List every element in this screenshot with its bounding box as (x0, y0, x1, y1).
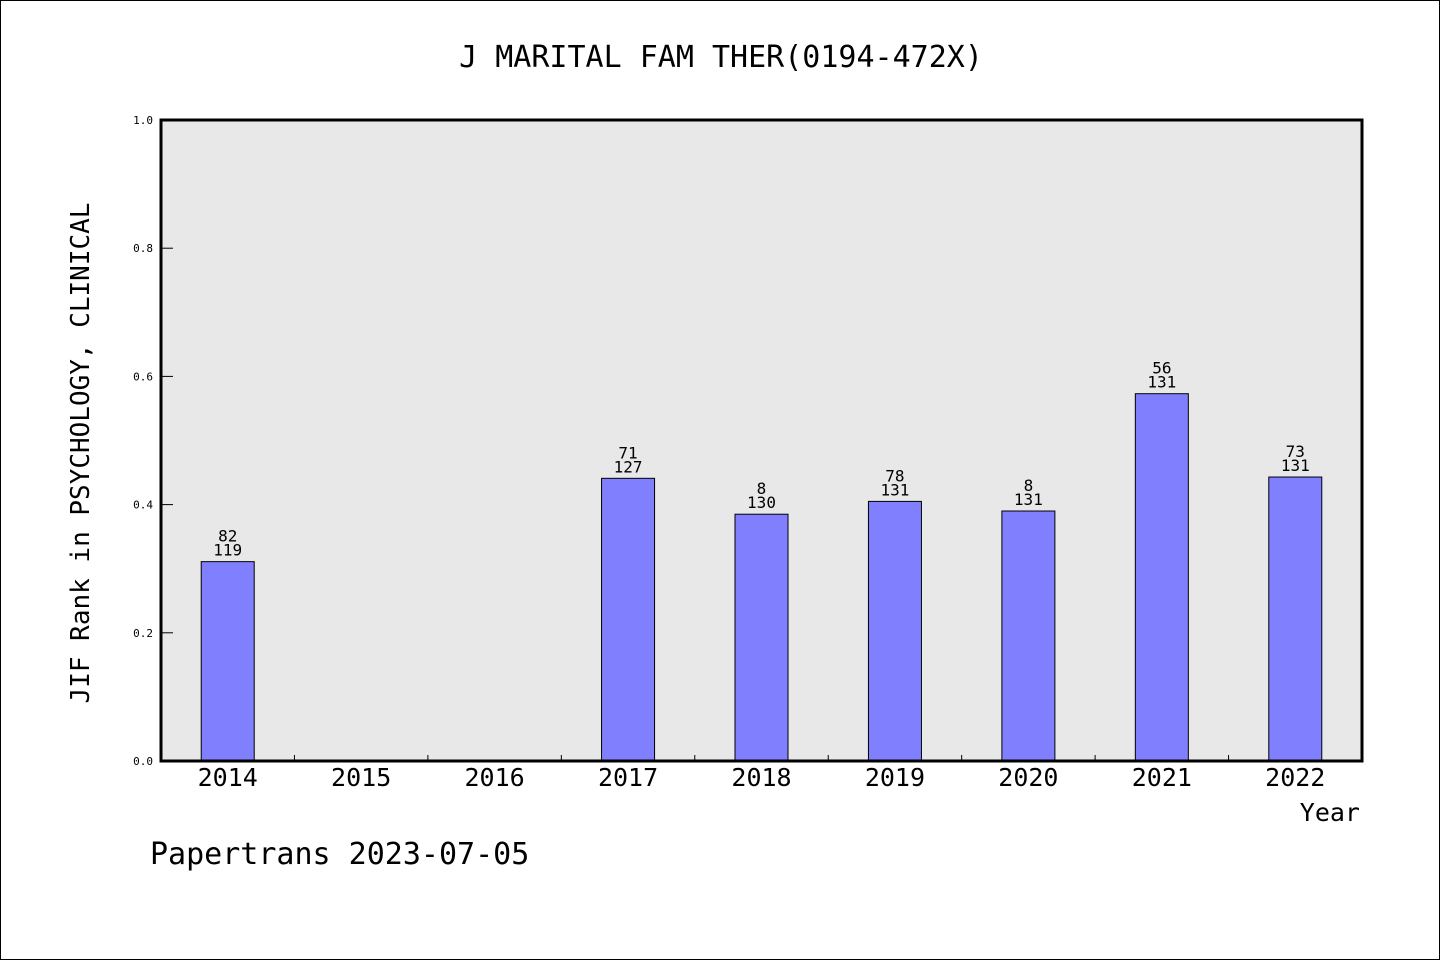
x-tick-label: 2022 (1265, 763, 1325, 792)
y-axis: 0.0 0.2 0.4 0.6 0.8 1.0 (133, 114, 173, 768)
bar-label-total: 131 (1014, 490, 1043, 509)
bar-label-rank: 82 (218, 527, 237, 546)
x-tick-label: 2018 (731, 763, 791, 792)
bar-label-rank: 71 (618, 443, 637, 462)
bar-label-rank: 8 (1024, 476, 1034, 495)
bar-2022 (1268, 476, 1323, 762)
x-tick-label: 2014 (198, 763, 258, 792)
y-tick-label: 1.0 (133, 114, 153, 127)
y-tick-label: 0.2 (133, 627, 153, 640)
bar-2020 (1001, 510, 1056, 762)
y-tick-label: 0.4 (133, 499, 153, 512)
y-tick-label: 0.0 (133, 755, 153, 768)
x-tick-label: 2020 (998, 763, 1058, 792)
bar-label-total: 127 (614, 457, 643, 476)
bar-2021 (1134, 393, 1189, 762)
bars-group (200, 393, 1323, 762)
y-axis-label: JIF Rank in PSYCHOLOGY, CLINICAL (66, 203, 96, 704)
bar-label-total: 131 (880, 480, 909, 499)
bar-label-total: 130 (747, 493, 776, 512)
x-tick-label: 2015 (331, 763, 391, 792)
x-tick-label: 2021 (1132, 763, 1192, 792)
bar-label-total: 131 (1281, 456, 1310, 475)
bar-label-total: 119 (213, 541, 242, 560)
bar-label-rank: 56 (1152, 359, 1171, 378)
y-tick-label: 0.8 (133, 242, 153, 255)
bar-label-rank: 8 (757, 479, 767, 498)
bar-2018 (734, 513, 789, 762)
bar-label-rank: 78 (885, 466, 904, 485)
footer-source-date: Papertrans 2023-07-05 (150, 837, 529, 872)
bar-2019 (867, 500, 922, 762)
chart-title: J MARITAL FAM THER(0194-472X) (459, 40, 983, 75)
x-tick-label: 2016 (465, 763, 525, 792)
bar-2017 (601, 477, 656, 762)
x-tick-label: 2017 (598, 763, 658, 792)
plot-border (159, 118, 1364, 763)
y-tick-label: 0.6 (133, 370, 153, 383)
bar-label-total: 131 (1147, 373, 1176, 392)
x-axis: 2014 2015 2016 2017 2018 2019 2020 2021 2022 (198, 755, 1325, 792)
bar-2014 (200, 561, 255, 762)
bar-label-rank: 73 (1286, 442, 1305, 461)
x-tick-label: 2019 (865, 763, 925, 792)
x-axis-label: Year (1300, 798, 1360, 827)
